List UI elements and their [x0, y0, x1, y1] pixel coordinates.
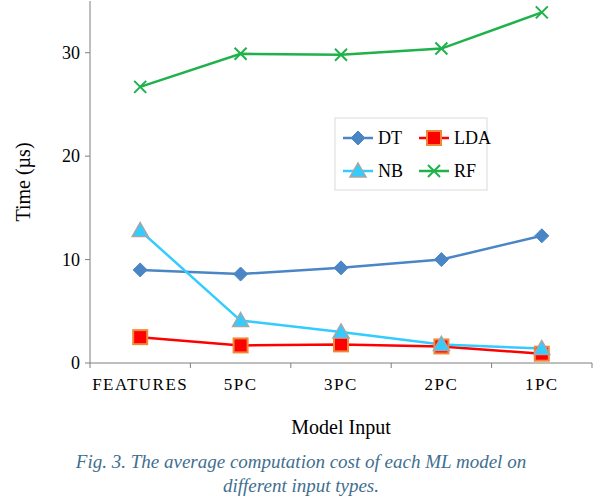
- data-point: [234, 267, 248, 281]
- data-point: [435, 43, 447, 55]
- plot-area: [132, 6, 550, 360]
- data-point: [133, 263, 147, 277]
- y-axis-label: Time (µs): [12, 142, 35, 221]
- legend-marker: [350, 163, 366, 177]
- data-point: [233, 313, 249, 327]
- y-tick: [85, 156, 90, 157]
- data-point: [134, 81, 146, 93]
- data-point: [534, 341, 550, 355]
- chart: 0 10 20 30 FEATURES 5PC 3PC 2PC 1PC Model Input Ti…: [0, 0, 602, 504]
- data-point: [234, 338, 248, 352]
- data-point: [536, 6, 548, 18]
- x-tick: [90, 363, 91, 368]
- x-tick-label: FEATURES: [92, 375, 188, 394]
- data-point: [434, 253, 448, 267]
- y-axis: [90, 1, 91, 363]
- y-tick-label: 0: [71, 353, 80, 373]
- legend-label: RF: [454, 161, 476, 181]
- caption: Fig. 3. The average computation cost of …: [75, 451, 526, 472]
- x-tick: [290, 363, 291, 368]
- series-line: [140, 12, 542, 86]
- x-tick: [592, 363, 593, 368]
- data-point: [132, 223, 148, 237]
- series-line: [140, 236, 542, 274]
- x-axis: [90, 363, 592, 364]
- y-tick-label: 10: [62, 250, 80, 270]
- data-point: [333, 324, 349, 338]
- x-tick: [190, 363, 191, 368]
- series-line: [140, 231, 542, 349]
- legend: DT LDA NB RF: [335, 118, 491, 190]
- data-point: [335, 49, 347, 61]
- y-tick: [85, 259, 90, 260]
- x-tick-label: 1PC: [525, 375, 559, 394]
- data-point: [235, 48, 247, 60]
- y-tick: [85, 52, 90, 53]
- data-point: [133, 330, 147, 344]
- data-point: [334, 337, 348, 351]
- y-tick-label: 30: [62, 43, 80, 63]
- data-point: [535, 229, 549, 243]
- legend-marker: [428, 165, 440, 177]
- x-tick-label: 2PC: [425, 375, 459, 394]
- caption: different input types.: [223, 475, 379, 496]
- x-tick: [391, 363, 392, 368]
- x-tick-label: 5PC: [224, 375, 258, 394]
- data-point: [433, 336, 449, 350]
- legend-label: DT: [378, 128, 402, 148]
- y-tick-label: 20: [62, 146, 80, 166]
- legend-label: LDA: [454, 128, 491, 148]
- x-axis-label: Model Input: [291, 416, 391, 439]
- legend-label: NB: [378, 161, 403, 181]
- x-tick-label: 3PC: [324, 375, 358, 394]
- legend-marker: [427, 131, 441, 145]
- data-point: [334, 261, 348, 275]
- x-tick: [491, 363, 492, 368]
- legend-marker: [351, 131, 365, 145]
- y-tick: [85, 363, 90, 364]
